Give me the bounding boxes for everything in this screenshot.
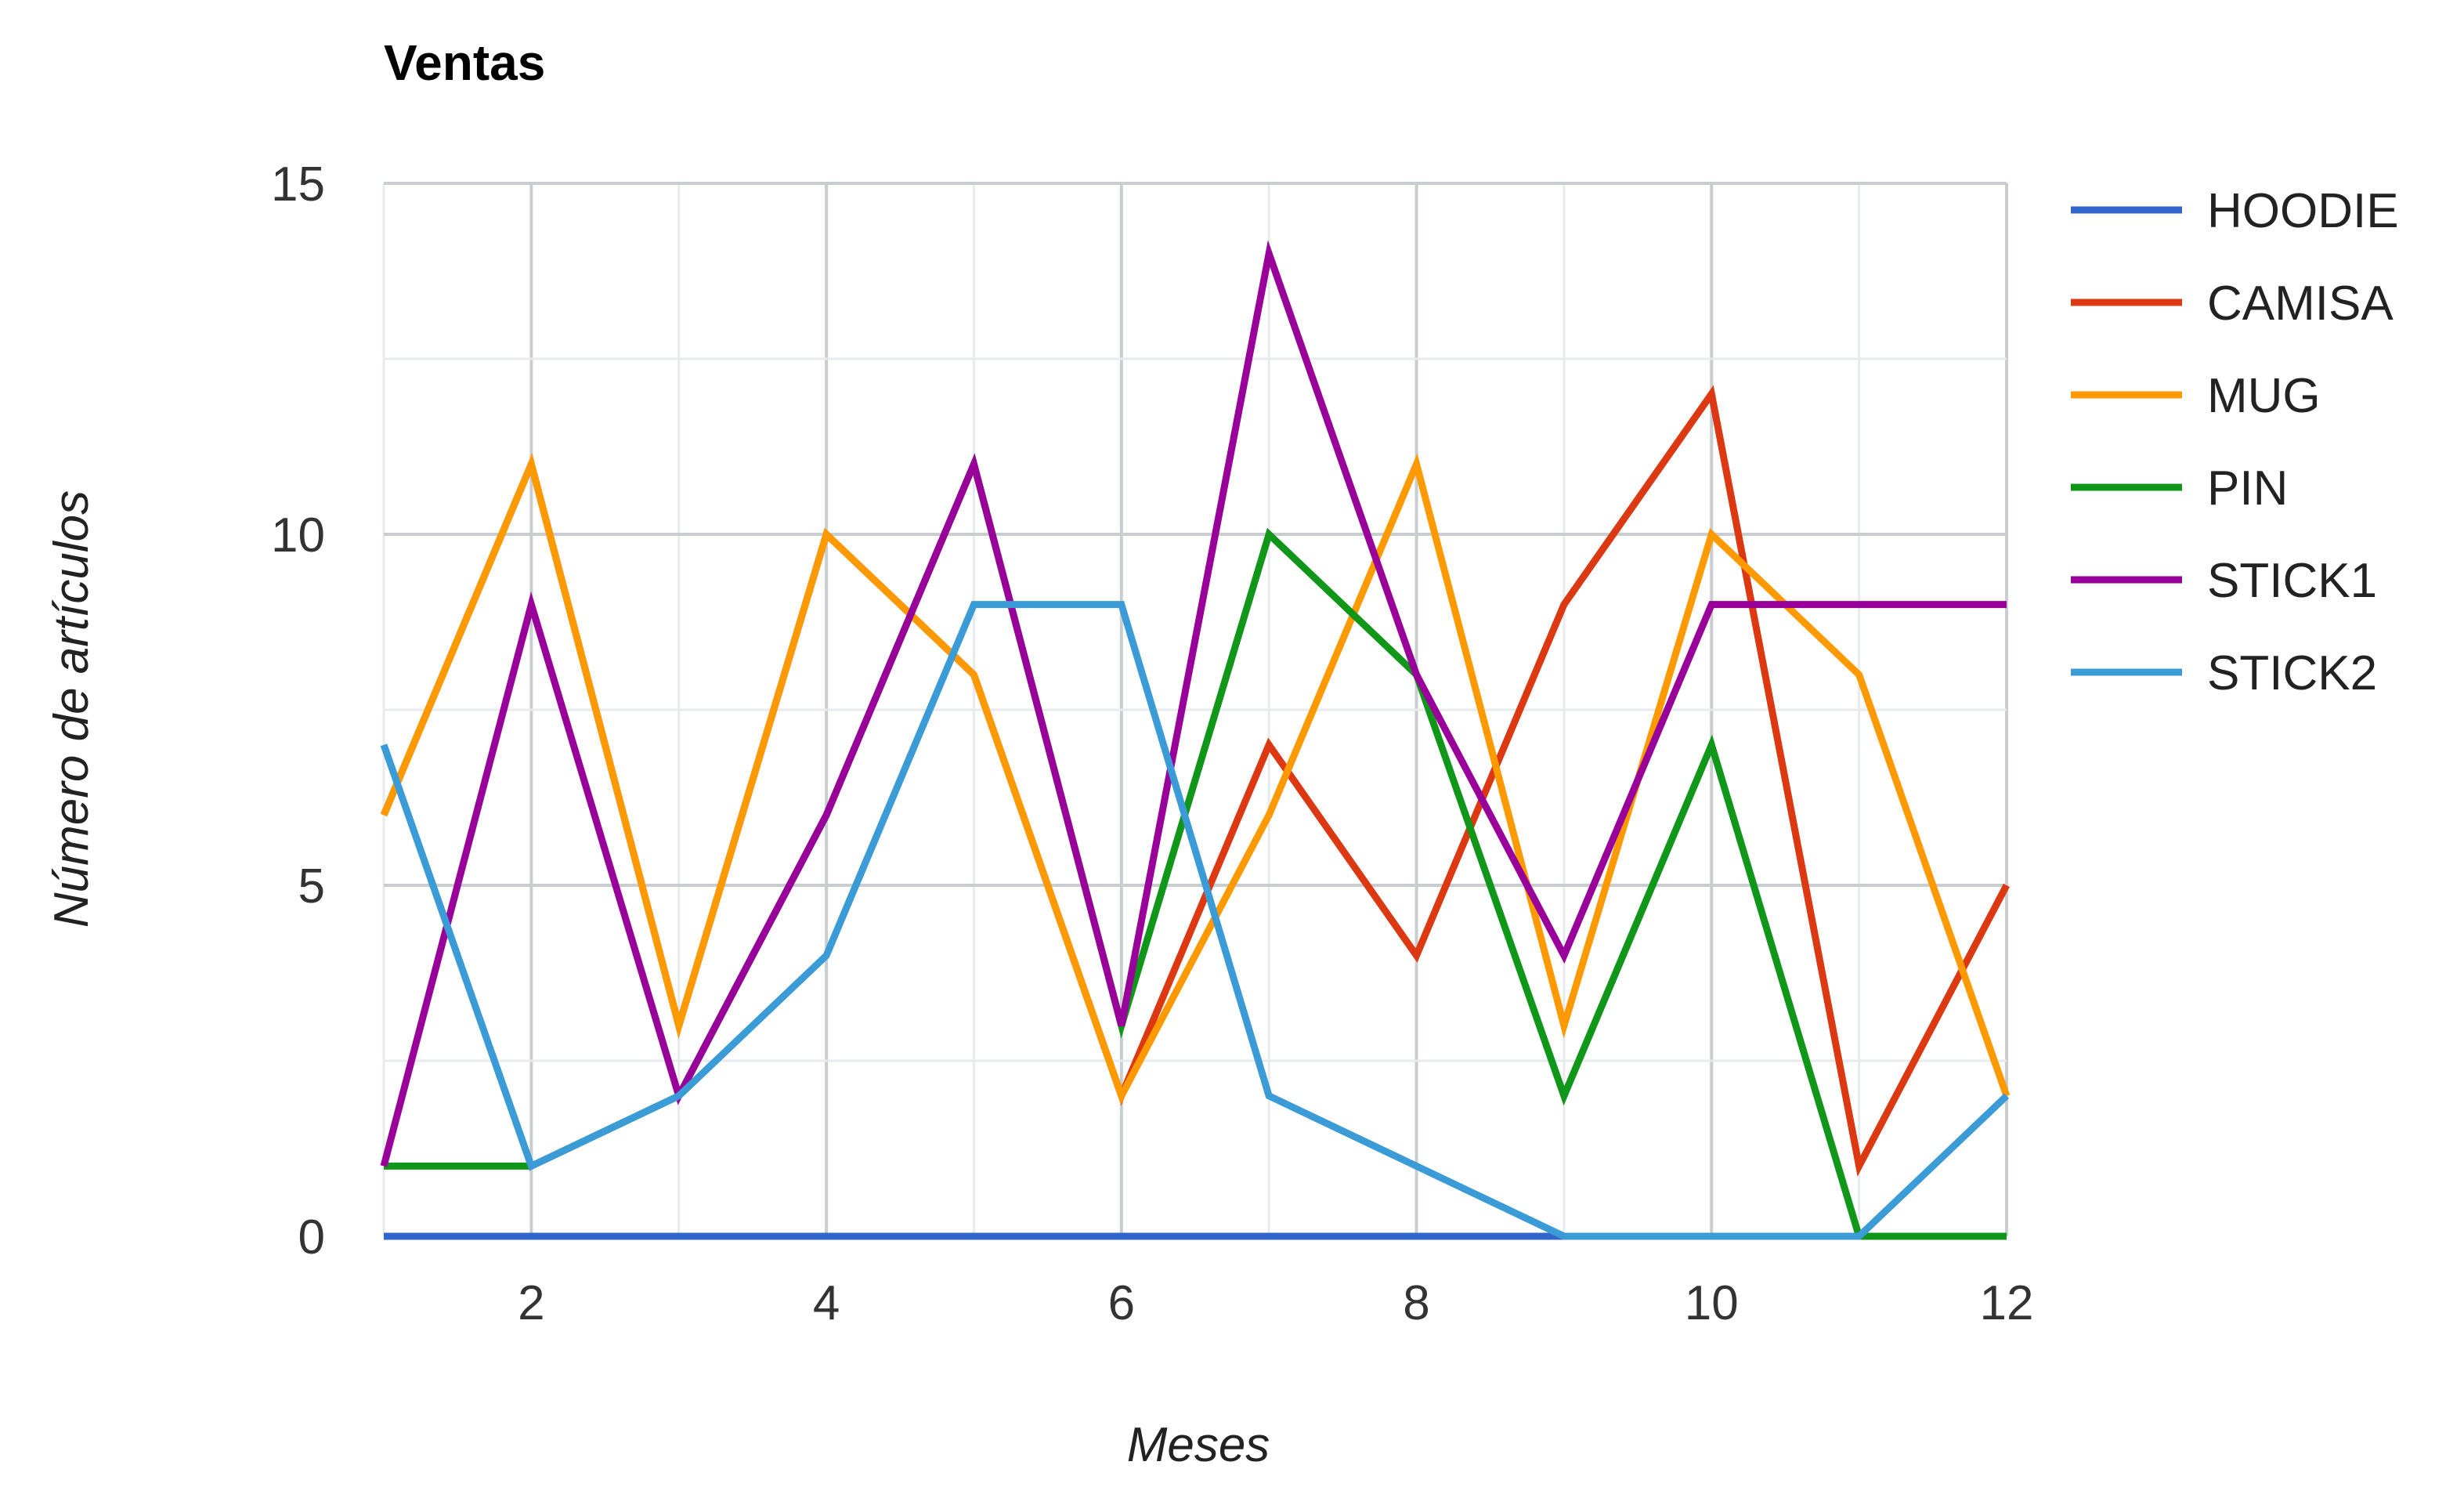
x-axis-label: Meses <box>1127 1418 1270 1472</box>
series-line-stick1 <box>380 240 2007 1167</box>
x-tick-label: 12 <box>1980 1276 2034 1330</box>
y-axis-label: Número de artículos <box>45 490 99 928</box>
series-line-mug <box>380 453 2011 1105</box>
x-tick-label: 2 <box>518 1276 544 1330</box>
grid <box>382 182 2008 1236</box>
legend-label: MUG <box>2207 369 2321 423</box>
y-tick-label: 15 <box>271 157 325 212</box>
x-tick-label: 4 <box>813 1276 840 1330</box>
series-lines <box>380 240 2011 1240</box>
y-tick-label: 10 <box>271 508 325 563</box>
legend: HOODIE CAMISA MUG PIN STICK1 STICK2 <box>2071 184 2399 700</box>
y-axis-ticks: 0 5 10 15 <box>271 157 325 1264</box>
y-tick-label: 0 <box>298 1210 325 1264</box>
legend-label: CAMISA <box>2207 277 2394 331</box>
x-tick-label: 6 <box>1108 1276 1135 1330</box>
x-tick-label: 10 <box>1685 1276 1739 1330</box>
legend-label: STICK1 <box>2207 554 2377 608</box>
y-tick-label: 5 <box>298 859 325 913</box>
legend-label: STICK2 <box>2207 646 2377 700</box>
series-line-stick2 <box>380 601 2010 1240</box>
legend-label: PIN <box>2207 461 2288 516</box>
x-tick-label: 8 <box>1403 1276 1429 1330</box>
chart-title: Ventas <box>384 34 545 91</box>
legend-label: HOODIE <box>2207 184 2399 238</box>
x-axis-ticks: 2 4 6 8 10 12 <box>518 1276 2033 1330</box>
